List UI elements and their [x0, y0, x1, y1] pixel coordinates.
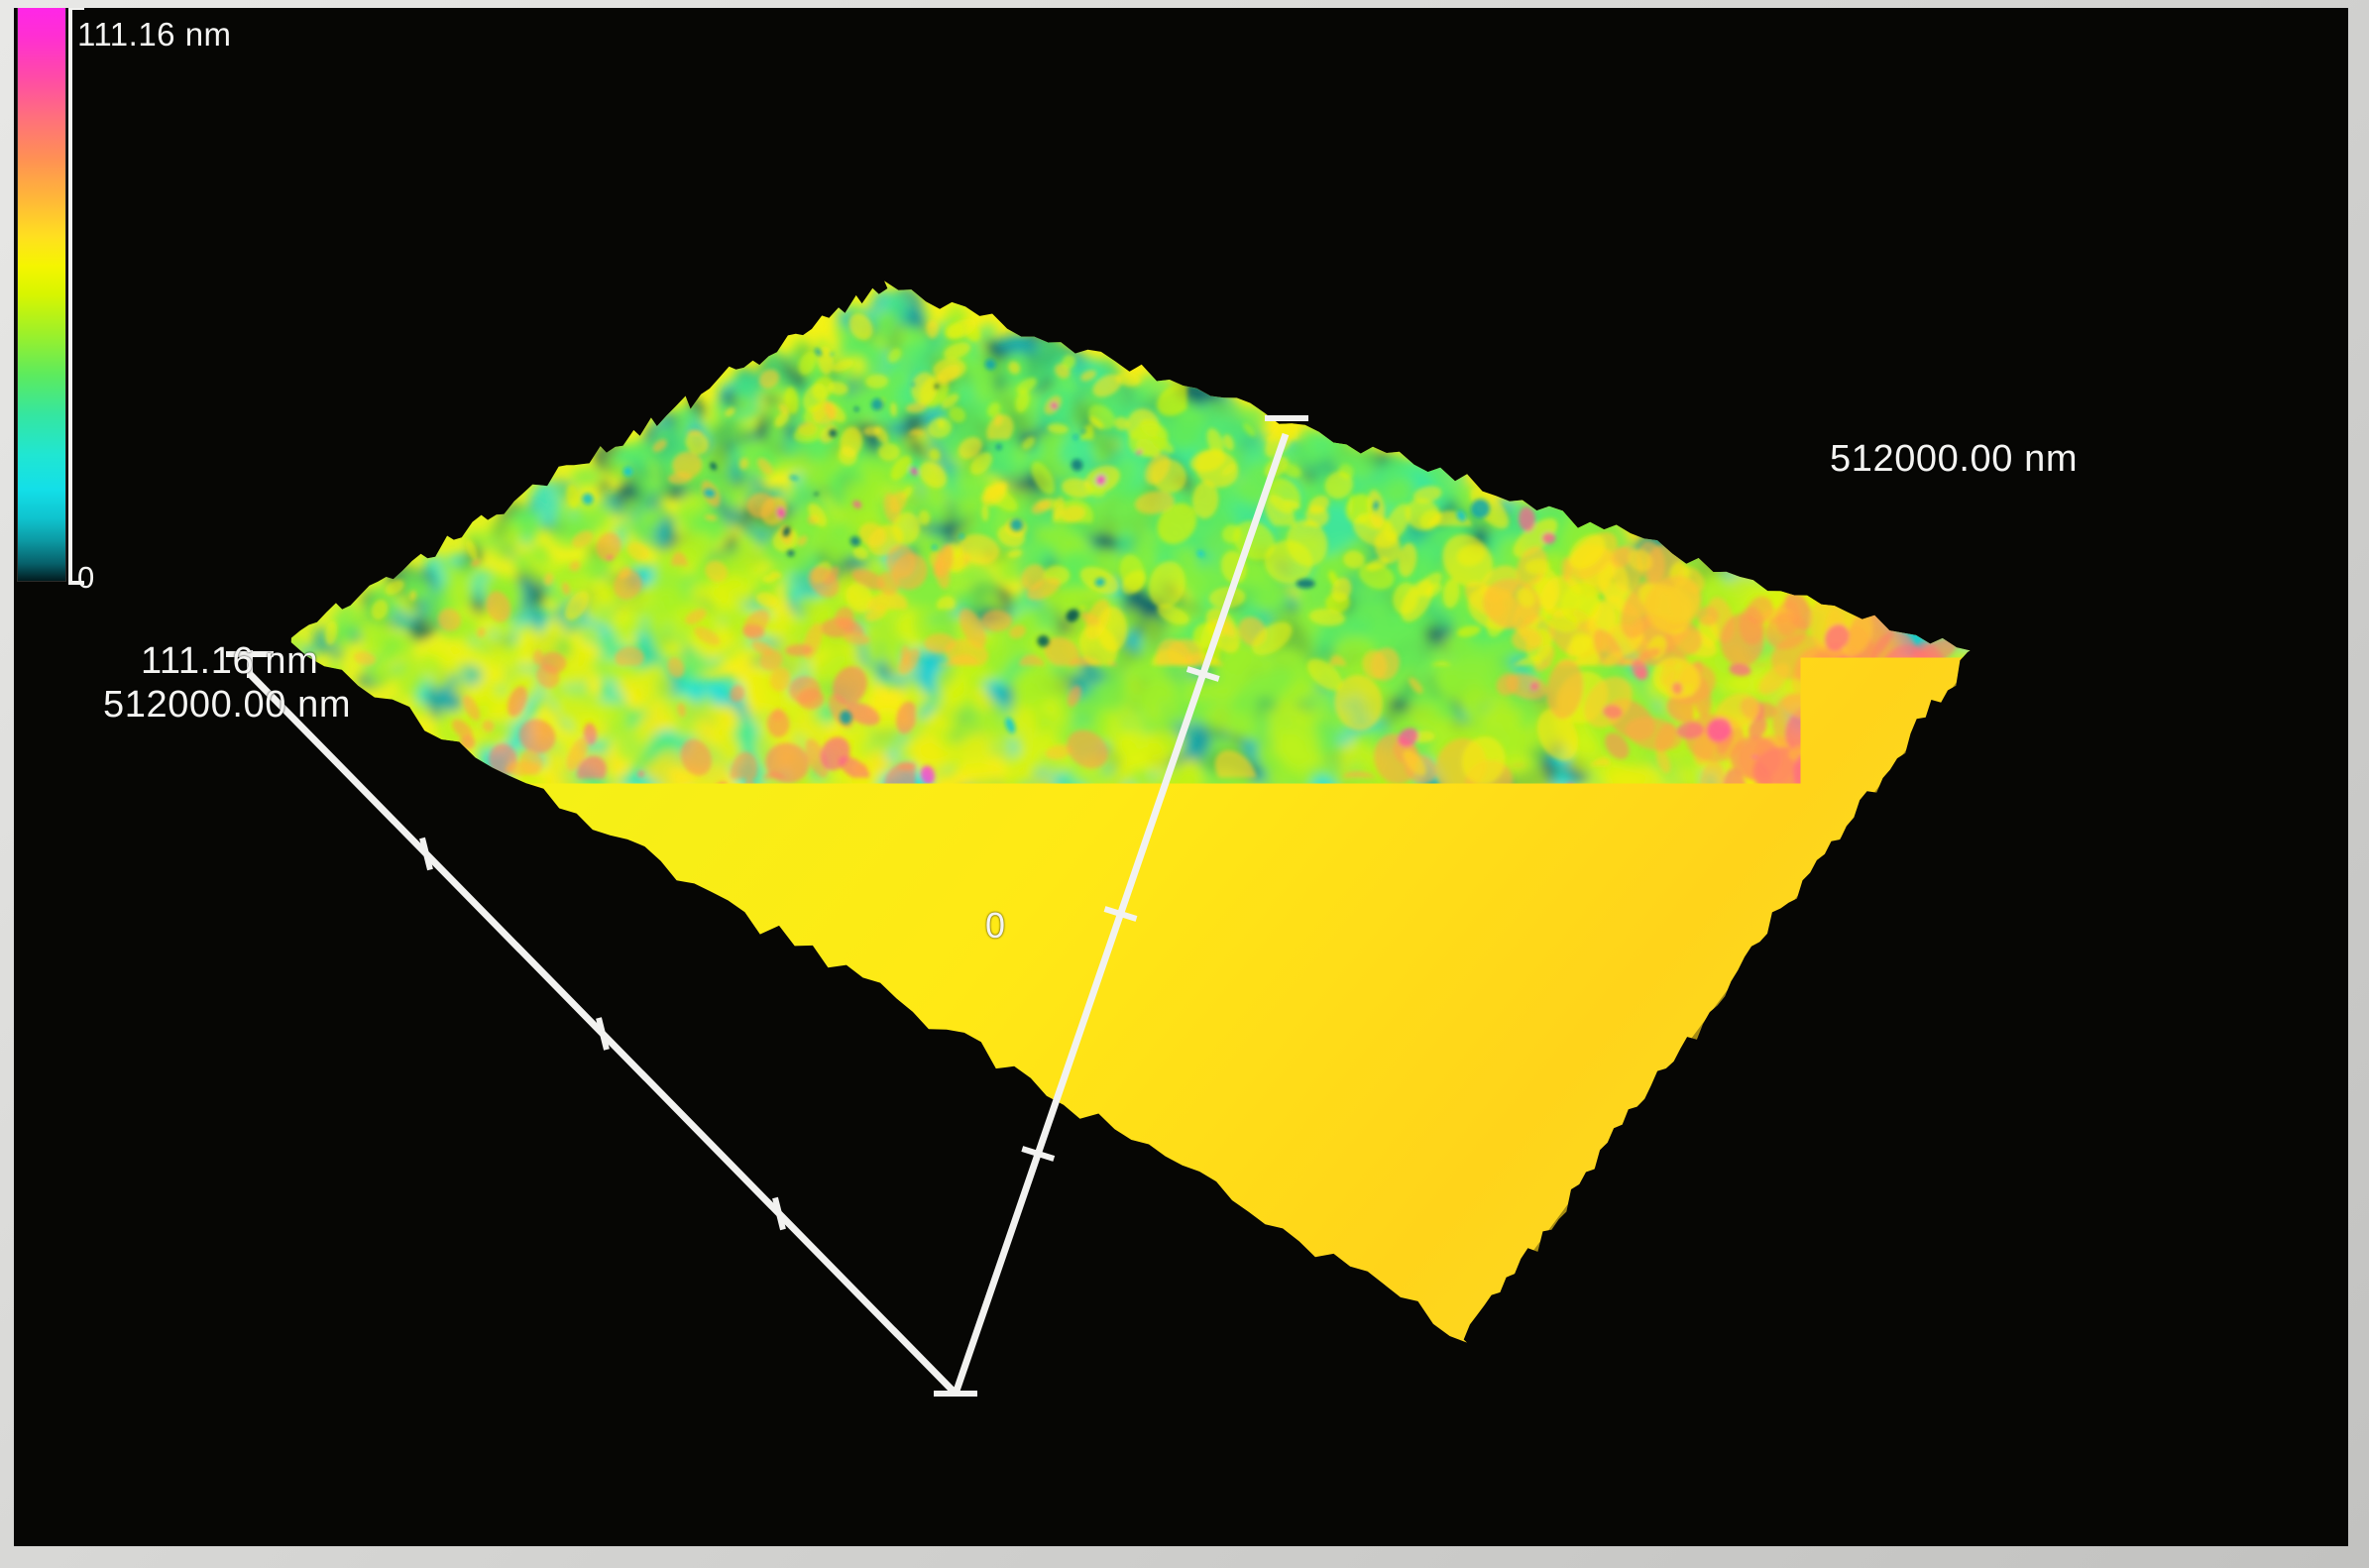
colorbar-axis-line [68, 8, 72, 585]
plot-canvas[interactable]: 111.16 nm 0 111.16 nm 512000.00 nm 51200… [14, 8, 2348, 1546]
colorbar-gradient-track[interactable] [18, 8, 65, 581]
afm-3d-viewer: 111.16 nm 0 111.16 nm 512000.00 nm 51200… [0, 0, 2369, 1568]
axis-tick [775, 1198, 783, 1230]
axis-lines [14, 8, 2348, 1546]
axis-x-label: 512000.00 nm [103, 684, 351, 727]
axis-tick [422, 839, 430, 870]
axis-origin-label: 0 [985, 905, 1006, 947]
colorbar-min-label: 0 [77, 560, 95, 596]
height-colorbar[interactable]: 111.16 nm 0 [14, 8, 311, 622]
colorbar-tick-max [68, 8, 84, 10]
axis-tick [599, 1018, 607, 1050]
axis-z-label: 111.16 nm [141, 640, 318, 683]
axis-y-label: 512000.00 nm [1830, 438, 2078, 481]
colorbar-max-label: 111.16 nm [77, 16, 232, 54]
